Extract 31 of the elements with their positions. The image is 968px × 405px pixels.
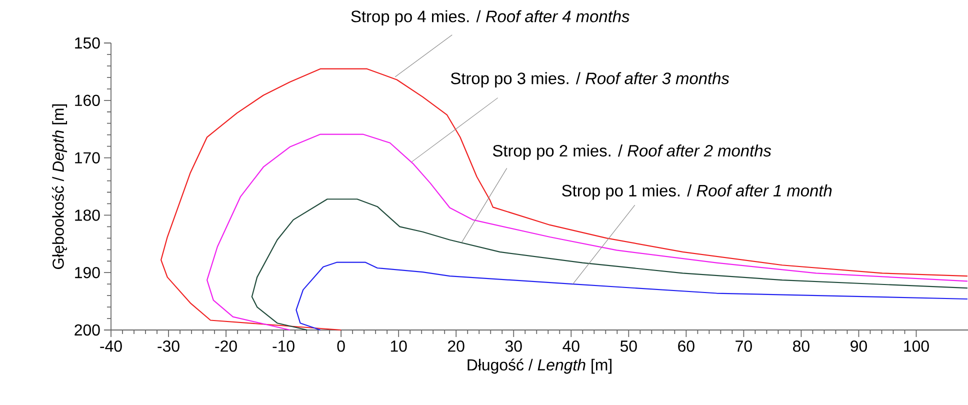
line-series: [296, 262, 968, 331]
y-tick-label: 160: [75, 94, 100, 106]
annotation: Strop po 4 mies. / Roof after 4 months: [351, 10, 630, 26]
x-tick-label: -20: [215, 340, 237, 352]
x-tick-label: 30: [505, 340, 522, 352]
x-tick-label: 40: [562, 340, 580, 352]
x-tick-label: 50: [620, 340, 637, 352]
x-tick-label: 70: [736, 340, 752, 352]
x-tick-label: 0: [337, 340, 345, 352]
y-axis-title: Głębookość / Depth [m]: [52, 104, 68, 269]
line-series: [160, 68, 968, 331]
x-axis-title: Długość / Length [m]: [468, 358, 612, 374]
x-tick-label: -30: [158, 340, 180, 352]
annotation: Strop po 3 mies. / Roof after 3 months: [450, 72, 730, 88]
annotation: Strop po 2 mies. / Roof after 2 months: [492, 144, 772, 160]
y-tick-label: 190: [75, 266, 100, 278]
x-tick-label: 20: [448, 340, 464, 352]
y-tick-label: 170: [75, 152, 100, 164]
y-tick-label: 200: [74, 324, 100, 336]
y-tick-label: 180: [75, 210, 100, 221]
x-tick-label: 90: [850, 340, 867, 352]
x-tick-label: 100: [904, 340, 929, 352]
x-tick-label: -40: [100, 340, 122, 352]
x-tick-label: -10: [272, 340, 294, 352]
annotation: Strop po 1 mies. / Roof after 1 month: [562, 184, 832, 200]
x-tick-label: 80: [793, 340, 810, 352]
x-tick-label: 10: [390, 340, 407, 352]
y-tick-label: 150: [75, 37, 100, 49]
line-series: [206, 134, 968, 331]
line-series: [251, 198, 968, 331]
x-tick-label: 60: [678, 340, 694, 352]
